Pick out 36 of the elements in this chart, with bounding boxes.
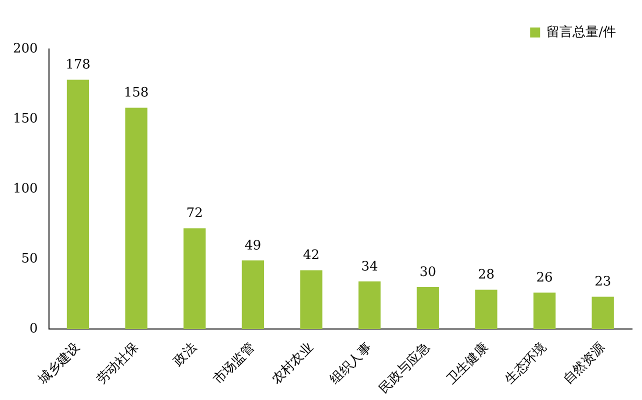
data-label: 26	[536, 270, 553, 286]
bar	[184, 228, 206, 330]
bar	[125, 108, 148, 330]
x-tick-label: 自然资源	[560, 340, 608, 388]
y-tick-label: 0	[30, 321, 38, 336]
data-label: 49	[244, 238, 262, 254]
data-label: 34	[361, 259, 378, 274]
x-tick-label: 劳动社保	[94, 340, 142, 388]
x-tick-label: 组织人事	[327, 340, 375, 388]
data-label: 178	[66, 58, 90, 73]
bar	[416, 287, 439, 330]
data-label: 28	[478, 268, 494, 283]
data-label: 30	[420, 264, 436, 280]
bar	[592, 296, 614, 330]
x-tick-label: 政法	[170, 340, 200, 370]
legend-label: 留言总量/件	[546, 24, 616, 40]
y-tick-label: 200	[12, 41, 38, 56]
data-label: 23	[594, 274, 612, 290]
x-tick-label: 生态环境	[502, 339, 550, 388]
data-label: 158	[124, 86, 149, 101]
x-tick-label: 市场监管	[210, 340, 258, 388]
x-tick-label: 卫生健康	[444, 340, 492, 388]
x-tick-label: 城乡建设	[35, 340, 84, 388]
bar	[533, 292, 556, 330]
bar	[242, 260, 264, 330]
x-tick-label: 农村农业	[269, 340, 316, 388]
x-tick-label: 民政与应急	[376, 339, 434, 397]
data-label: 72	[186, 206, 203, 222]
y-tick-label: 100	[12, 181, 38, 196]
y-tick-label: 150	[12, 111, 38, 126]
bar	[300, 270, 322, 330]
bar	[66, 80, 90, 330]
y-tick-label: 50	[21, 251, 38, 266]
bar	[358, 281, 381, 330]
data-label: 42	[302, 248, 320, 264]
bar	[475, 290, 498, 330]
